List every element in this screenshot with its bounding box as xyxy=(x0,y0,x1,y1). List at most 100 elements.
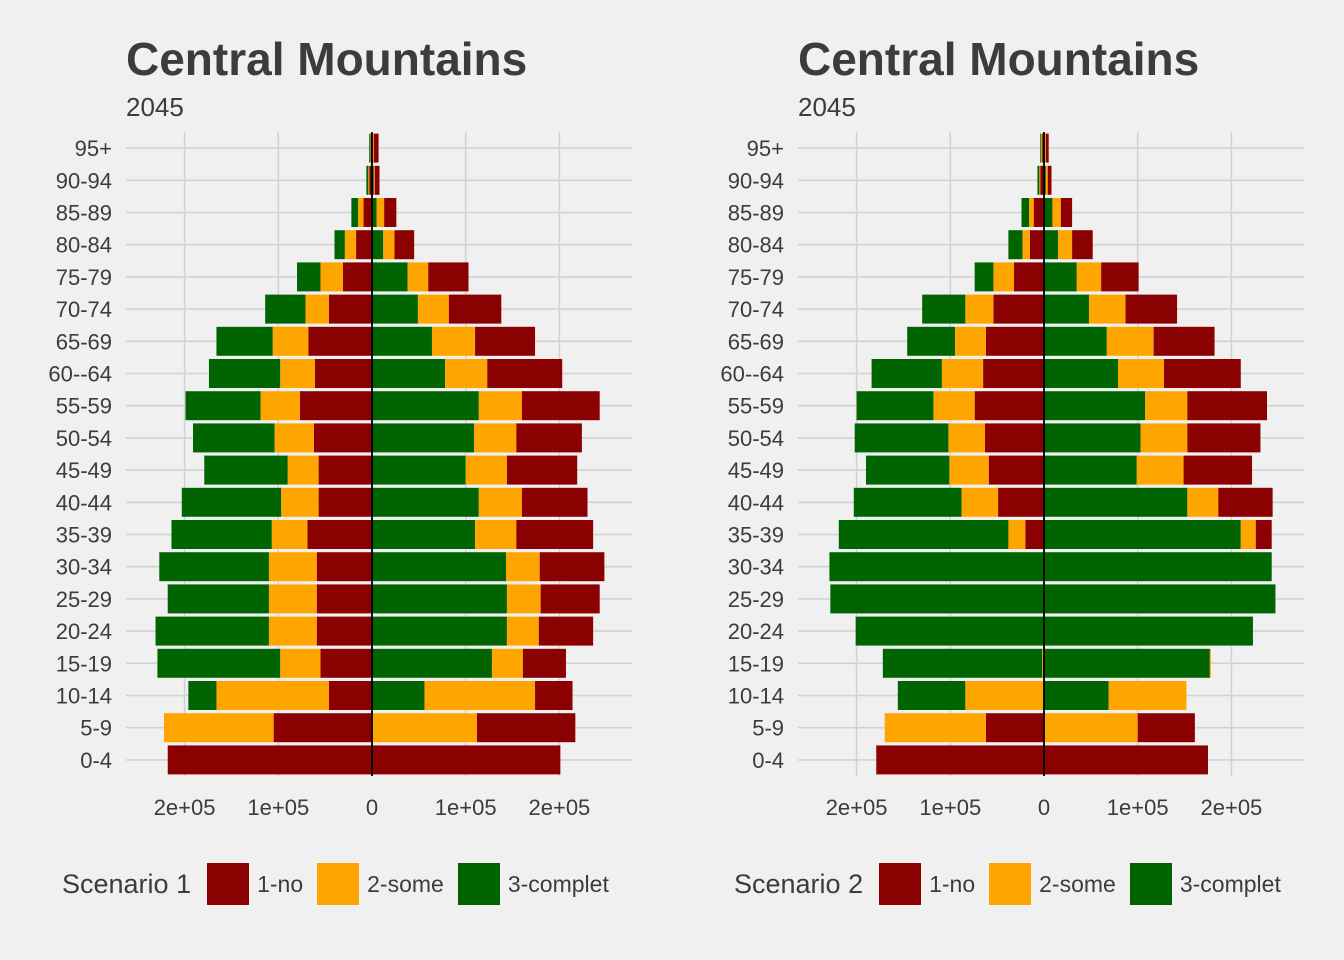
bar-3-complet-right-90-94 xyxy=(1044,165,1046,195)
y-tick-label: 0-4 xyxy=(80,748,112,773)
y-tick-label: 70-74 xyxy=(56,297,112,322)
bar-1-no-left-85-89 xyxy=(1033,198,1044,227)
bar-3-complet-left-25-29 xyxy=(830,584,1044,614)
chart-title: Central Mountains xyxy=(798,33,1200,85)
bar-3-complet-right-15-19 xyxy=(372,648,492,678)
bar-1-no-right-35-39 xyxy=(1255,520,1272,549)
bar-2-some-right-10-14 xyxy=(424,681,536,710)
bar-1-no-left-20-24 xyxy=(316,616,372,646)
y-tick-label: 85-89 xyxy=(56,201,112,226)
chart-panel-scenario-1: Central Mountains 2045 0-4 5-9 10-14 15-19 2… xyxy=(48,33,632,905)
bar-2-some-right-35-39 xyxy=(475,520,517,549)
bar-3-complet-left-80-84 xyxy=(334,230,345,260)
bar-3-complet-left-45-49 xyxy=(865,455,950,485)
bar-3-complet-right-85-89 xyxy=(1044,198,1053,227)
bar-1-no-right-5-9 xyxy=(476,713,576,743)
bar-1-no-right-15-19 xyxy=(522,648,566,678)
bar-3-complet-left-80-84 xyxy=(1008,230,1023,260)
bar-1-no-left-65-69 xyxy=(308,326,372,356)
bar-2-some-right-75-79 xyxy=(407,262,429,292)
y-tick-label: 30-34 xyxy=(56,555,112,580)
y-tick-label: 40-44 xyxy=(728,490,784,515)
x-tick-label: 2e+05 xyxy=(529,795,591,820)
bar-1-no-left-60--64 xyxy=(314,359,372,388)
bar-1-no-left-85-89 xyxy=(363,198,372,227)
bar-3-complet-right-65-69 xyxy=(1044,326,1107,356)
bar-1-no-left-80-84 xyxy=(1029,230,1044,260)
bar-2-some-right-15-19 xyxy=(491,648,523,678)
bar-2-some-left-75-79 xyxy=(993,262,1015,292)
bar-2-some-left-40-44 xyxy=(961,487,999,517)
bar-2-some-left-65-69 xyxy=(954,326,986,356)
bar-1-no-right-95+ xyxy=(373,133,379,163)
bar-3-complet-left-50-54 xyxy=(193,423,275,453)
bar-3-complet-left-70-74 xyxy=(265,294,306,324)
bar-3-complet-left-75-79 xyxy=(297,262,321,292)
bar-2-some-left-70-74 xyxy=(305,294,329,324)
y-tick-label: 70-74 xyxy=(728,297,784,322)
bar-3-complet-left-45-49 xyxy=(204,455,288,485)
bar-2-some-left-5-9 xyxy=(884,713,986,743)
bar-2-some-left-60--64 xyxy=(280,359,315,388)
bar-2-some-left-95+ xyxy=(1041,133,1043,163)
bar-1-no-left-30-34 xyxy=(316,552,372,582)
bar-3-complet-right-70-74 xyxy=(372,294,418,324)
bar-3-complet-left-20-24 xyxy=(855,616,1044,646)
bar-1-no-left-40-44 xyxy=(318,487,372,517)
bar-1-no-left-10-14 xyxy=(328,681,372,710)
bar-1-no-right-50-54 xyxy=(1187,423,1261,453)
y-tick-label: 10-14 xyxy=(728,684,784,709)
bar-1-no-left-50-54 xyxy=(984,423,1044,453)
bar-2-some-left-15-19 xyxy=(280,648,321,678)
legend-scenario-2: Scenario 2 1-no 2-some 3-complet xyxy=(734,862,1295,906)
bar-1-no-right-20-24 xyxy=(538,616,594,646)
chart-title: Central Mountains xyxy=(126,33,528,85)
bar-1-no-left-90-94 xyxy=(1040,165,1044,195)
bar-2-some-left-35-39 xyxy=(1008,520,1026,549)
bar-3-complet-right-50-54 xyxy=(1044,423,1141,453)
legend-label-2-some: 2-some xyxy=(367,870,444,897)
bar-3-complet-left-10-14 xyxy=(897,681,966,710)
bar-2-some-right-15-19 xyxy=(1209,648,1211,678)
bar-2-some-left-65-69 xyxy=(272,326,309,356)
bar-3-complet-right-85-89 xyxy=(372,198,377,227)
bar-3-complet-right-70-74 xyxy=(1044,294,1089,324)
bar-1-no-left-55-59 xyxy=(974,391,1044,421)
bar-2-some-right-50-54 xyxy=(474,423,517,453)
bar-1-no-left-45-49 xyxy=(318,455,372,485)
bar-3-complet-right-45-49 xyxy=(372,455,466,485)
bar-2-some-right-5-9 xyxy=(372,713,477,743)
y-tick-label: 90-94 xyxy=(728,168,784,193)
bar-3-complet-right-75-79 xyxy=(1044,262,1077,292)
legend-item-2-some: 2-some xyxy=(317,863,444,905)
bar-3-complet-right-40-44 xyxy=(372,487,479,517)
bar-3-complet-right-75-79 xyxy=(372,262,408,292)
bar-1-no-right-85-89 xyxy=(1060,198,1073,227)
bar-1-no-right-45-49 xyxy=(506,455,578,485)
bar-3-complet-left-40-44 xyxy=(853,487,962,517)
bar-3-complet-right-55-59 xyxy=(1044,391,1146,421)
bar-2-some-left-35-39 xyxy=(271,520,308,549)
bar-2-some-right-70-74 xyxy=(417,294,449,324)
bar-2-some-right-20-24 xyxy=(506,616,539,646)
bar-3-complet-right-55-59 xyxy=(372,391,479,421)
bar-1-no-right-40-44 xyxy=(1218,487,1273,517)
bar-3-complet-right-80-84 xyxy=(1044,230,1059,260)
y-tick-label: 5-9 xyxy=(752,716,784,741)
bar-3-complet-right-60--64 xyxy=(372,359,446,388)
pyramid-plot-scenario-1: 0-4 5-9 10-14 15-19 20-24 25-29 30-34 35-39 40-4… xyxy=(48,132,632,820)
bar-1-no-right-45-49 xyxy=(1183,455,1253,485)
x-tick-label: 1e+05 xyxy=(247,795,309,820)
x-tick-label: 1e+05 xyxy=(919,795,981,820)
bar-2-some-right-85-89 xyxy=(1052,198,1061,227)
chart-subtitle: 2045 xyxy=(798,92,856,122)
bar-2-some-right-90-94 xyxy=(373,165,375,195)
bar-3-complet-left-55-59 xyxy=(856,391,934,421)
bar-3-complet-right-20-24 xyxy=(1044,616,1253,646)
bar-1-no-left-0-4 xyxy=(167,745,372,775)
bar-1-no-right-10-14 xyxy=(535,681,573,710)
bar-3-complet-right-80-84 xyxy=(372,230,384,260)
bar-2-some-right-35-39 xyxy=(1240,520,1256,549)
bar-3-complet-right-10-14 xyxy=(372,681,425,710)
bar-3-complet-left-90-94 xyxy=(366,165,369,195)
